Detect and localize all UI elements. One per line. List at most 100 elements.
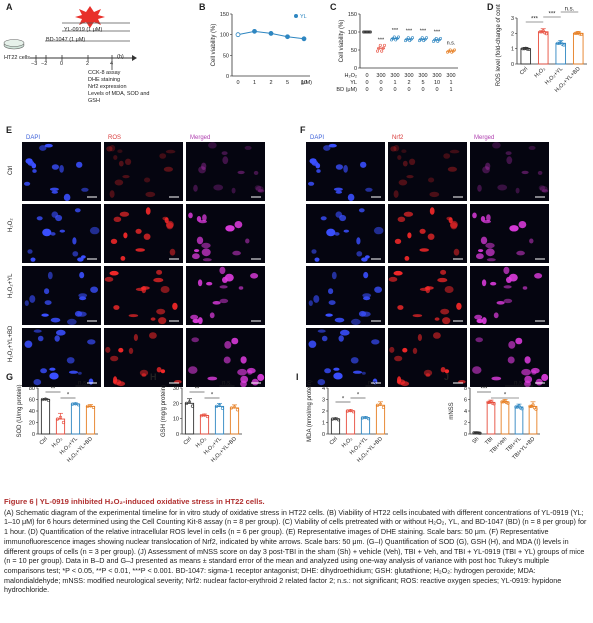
d-bar [537, 31, 549, 65]
h-sig-label: n.s. [222, 381, 232, 387]
d-bar [572, 32, 584, 65]
c-row-value: 0 [407, 87, 410, 93]
c-data-point [380, 49, 384, 53]
g-data-point [88, 404, 93, 408]
i-data-point [360, 416, 365, 420]
c-data-point [406, 36, 410, 40]
h-data-point [190, 404, 195, 408]
h-data-point [232, 405, 237, 409]
e-micrograph [22, 142, 101, 201]
j-data-point [473, 431, 478, 435]
d-data-point [575, 31, 579, 35]
c-data-point [404, 39, 408, 43]
h-data-point [199, 413, 204, 418]
h-data-point [235, 408, 240, 412]
c-row-label: YL [350, 80, 357, 86]
b-x-tick-label: 5 [286, 80, 289, 86]
d-sig-label: n.s. [565, 7, 575, 13]
c-row-value: 0 [365, 87, 368, 93]
i-data-point [375, 403, 380, 407]
j-data-point [528, 404, 532, 409]
h-data-point [217, 403, 222, 408]
d-data-point [579, 32, 583, 37]
d-data-point [557, 41, 561, 45]
c-data-point [378, 43, 382, 47]
i-data-point [381, 405, 386, 409]
g-x-tick-label: Ctrl [39, 436, 49, 446]
c-data-point [381, 46, 385, 50]
panel-j-label: J [444, 372, 450, 382]
g-data-point [73, 402, 78, 406]
figure-caption: Figure 6 | YL-0919 inhibited H₂O₂-induce… [4, 497, 589, 595]
i-bar [345, 410, 356, 435]
f-micrograph [470, 328, 549, 387]
c-row-value: 300 [404, 73, 413, 79]
assay-item: CCK-8 assay [88, 70, 121, 76]
h-y-tick-label: 10 [173, 417, 179, 423]
i-y-tick-label: 4 [322, 386, 325, 392]
c-data-point [392, 35, 396, 39]
b-y-tick-label: 50 [223, 53, 229, 59]
g-data-point [61, 420, 66, 425]
i-sig-label: * [342, 397, 345, 403]
f-header-merged: Merged [474, 135, 495, 141]
j-data-point [532, 406, 537, 410]
b-x-unit: (μM) [301, 80, 313, 86]
time-unit: (h) [117, 54, 124, 60]
c-data-point [389, 38, 393, 42]
j-y-tick-label: 2 [464, 421, 467, 427]
panel-d-chart: 0 1 2 3 ROS level (fold-change of control) Ct… [496, 4, 587, 94]
i-y-tick-label: 3 [322, 398, 325, 404]
assay-item: Levels of MDA, SOD and [88, 91, 150, 97]
j-x-tick-label: Sh [471, 436, 480, 445]
b-legend-marker [294, 14, 298, 18]
d-data-point [573, 31, 577, 35]
g-data-point [40, 397, 45, 402]
j-y-tick-label: 6 [464, 398, 467, 404]
e-row-ctrl: Ctrl [8, 165, 14, 175]
j-y-axis-label: mNSS [449, 402, 455, 419]
j-data-point [487, 400, 492, 404]
c-data-point [425, 36, 429, 40]
j-data-point [518, 406, 523, 410]
e-micrograph [22, 204, 101, 263]
h-bar [199, 415, 210, 435]
c-row-value: 2 [407, 80, 410, 86]
c-data-point [434, 36, 438, 40]
bd-treatment-label: BD-1047 (1 μM) [46, 37, 86, 43]
i-data-point [333, 417, 338, 421]
g-y-tick-label: 20 [29, 421, 35, 427]
c-data-point [363, 30, 367, 34]
d-data-point [525, 47, 529, 51]
panel-g-label: G [6, 372, 14, 382]
panel-h-label: H [150, 372, 157, 382]
tick-m2: −2 [41, 61, 48, 67]
g-sig-label: ** [51, 387, 56, 393]
figure-legend-text: (A) Schematic diagram of the experimenta… [4, 507, 587, 595]
c-data-point [408, 39, 412, 43]
f-micrograph [470, 142, 549, 201]
c-data-point [382, 43, 386, 47]
c-sig-label: *** [378, 38, 385, 44]
b-x-tick-label: 2 [269, 80, 272, 86]
e-micrograph [104, 204, 183, 263]
g-data-point [46, 398, 51, 402]
e-micrograph [186, 142, 265, 201]
h-bar [229, 407, 240, 435]
c-data-point [436, 39, 440, 43]
i-bar [360, 417, 371, 435]
c-row-label: H₂O₂ [344, 73, 357, 79]
c-row-value: 1 [393, 80, 396, 86]
assay-item: DHE staining [88, 77, 121, 83]
c-data-point [420, 36, 424, 40]
i-x-tick-label: H₂O₂ [341, 436, 354, 449]
c-y-tick-label: 0 [354, 66, 357, 72]
g-x-tick-label: H₂O₂ [51, 436, 64, 449]
tick-0: 0 [60, 61, 64, 67]
i-x-tick-label: Ctrl [329, 436, 339, 446]
tick-4: 4 [110, 61, 114, 67]
f-micrograph [306, 328, 385, 387]
c-row-value: 0 [393, 87, 396, 93]
